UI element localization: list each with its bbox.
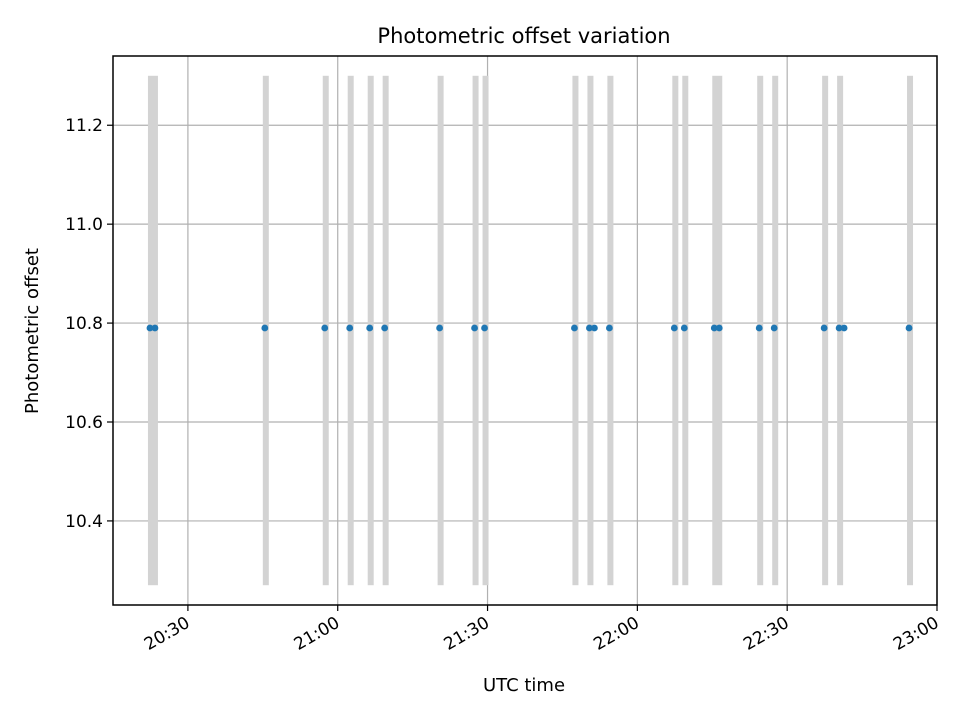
plot-area-frame <box>112 55 938 606</box>
data-point <box>321 324 329 332</box>
data-point <box>820 324 828 332</box>
data-point <box>586 324 593 332</box>
y-tick-label: 10.6 <box>65 413 103 433</box>
data-point <box>680 324 688 332</box>
data-point <box>346 324 354 332</box>
data-point <box>261 324 269 332</box>
data-point <box>366 324 374 332</box>
data-point <box>770 324 778 332</box>
data-point <box>571 324 578 332</box>
data-point <box>715 324 723 332</box>
data-point <box>606 324 613 332</box>
data-point <box>591 324 598 332</box>
y-tick-label: 10.4 <box>65 512 103 532</box>
data-point <box>381 324 389 332</box>
data-point <box>146 324 154 332</box>
data-points <box>146 324 913 332</box>
data-point <box>905 324 913 332</box>
y-tick-label: 11.2 <box>65 116 103 136</box>
y-tick-label: 10.8 <box>65 314 103 334</box>
data-point <box>835 324 843 332</box>
chart-title: Photometric offset variation <box>377 24 670 48</box>
data-point <box>670 324 678 332</box>
data-point <box>471 324 478 332</box>
data-point <box>755 324 763 332</box>
data-point <box>151 324 159 332</box>
data-point <box>710 324 718 332</box>
data-point <box>481 324 488 332</box>
y-axis-ticks: 10.4 10.6 10.8 11.0 11.2 <box>65 116 113 532</box>
data-point <box>840 324 848 332</box>
x-axis-title: UTC time <box>483 675 565 696</box>
y-axis-title: Photometric offset <box>22 248 43 414</box>
data-point <box>436 324 444 332</box>
y-tick-label: 11.0 <box>65 215 103 235</box>
